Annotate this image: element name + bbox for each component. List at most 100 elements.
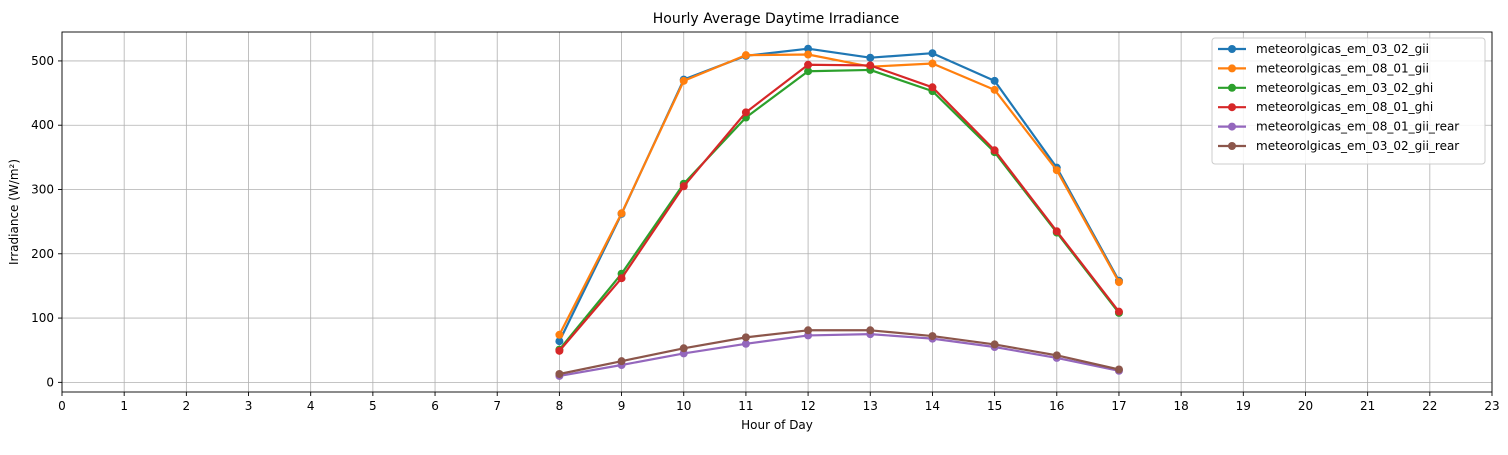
x-axis-title: Hour of Day [741, 418, 813, 432]
series-meteorolgicas_em_03_02_gii_rear [555, 326, 1123, 378]
y-tick-label: 400 [31, 118, 54, 132]
x-tick-label: 18 [1173, 399, 1188, 413]
data-point [804, 50, 813, 59]
legend-box [1211, 37, 1486, 165]
data-point [741, 339, 750, 348]
data-point [1052, 227, 1061, 236]
data-point [990, 340, 999, 349]
legend-label: meteorolgicas_em_08_01_gii_rear [1256, 120, 1459, 134]
data-point [1114, 365, 1123, 374]
x-tick-label: 11 [738, 399, 753, 413]
legend-label: meteorolgicas_em_08_01_gii [1256, 61, 1429, 75]
data-point [1052, 166, 1061, 175]
x-tick-label: 12 [800, 399, 815, 413]
legend-item: meteorolgicas_em_03_02_ghi [1218, 81, 1433, 95]
x-axis-ticks: 0 1 2 3 4 5 6 7 8 9 10 11 12 13 14 15 16 17 18 19 20 21 22 23 [58, 392, 1500, 413]
y-tick-label: 0 [46, 375, 54, 389]
y-axis-ticks: 0 100 200 300 400 500 [31, 54, 62, 389]
x-tick-label: 2 [183, 399, 191, 413]
data-point [866, 326, 875, 335]
y-axis-title: Irradiance (W/m²) [7, 159, 21, 265]
x-tick-label: 8 [556, 399, 564, 413]
data-point [555, 337, 564, 346]
x-tick-label: 13 [863, 399, 878, 413]
data-point [990, 146, 999, 155]
data-point [804, 60, 813, 69]
series-line [558, 68, 1120, 351]
series-line [558, 53, 1120, 336]
legend-swatch-marker [1228, 142, 1236, 150]
series-line [558, 47, 1120, 342]
series-layer [555, 44, 1123, 380]
x-tick-label: 17 [1111, 399, 1126, 413]
data-point [804, 326, 813, 335]
x-tick-label: 6 [431, 399, 439, 413]
legend: meteorolgicas_em_03_02_gii meteorolgicas_… [1211, 37, 1486, 165]
series-line [558, 63, 1120, 352]
x-tick-label: 7 [493, 399, 501, 413]
series-meteorolgicas_em_03_02_ghi [555, 65, 1123, 354]
data-point [617, 209, 626, 218]
data-point [555, 370, 564, 378]
x-tick-label: 3 [245, 399, 253, 413]
series-meteorolgicas_em_03_02_gii [555, 44, 1123, 346]
data-point [555, 346, 564, 355]
data-point [617, 274, 626, 283]
data-point [741, 108, 750, 117]
series-line [559, 333, 1120, 378]
x-tick-label: 20 [1298, 399, 1313, 413]
x-tick-label: 21 [1360, 399, 1375, 413]
legend-swatch-marker [1228, 103, 1236, 112]
series-meteorolgicas_em_08_01_gii_rear [555, 330, 1123, 380]
y-tick-label: 100 [31, 311, 54, 325]
series-meteorolgicas_em_08_01_ghi [555, 60, 1123, 355]
series-meteorolgicas_em_08_01_gii [555, 50, 1123, 339]
data-point [741, 51, 750, 60]
legend-label: meteorolgicas_em_08_01_ghi [1256, 100, 1433, 114]
plot-frame [61, 31, 1493, 393]
data-point [1052, 351, 1061, 360]
data-point [679, 182, 688, 191]
legend-item: meteorolgicas_em_03_02_gii [1218, 42, 1429, 56]
data-point [617, 357, 626, 366]
legend-item: meteorolgicas_em_08_01_ghi [1218, 100, 1433, 114]
data-point [866, 53, 875, 62]
data-point [990, 85, 999, 94]
x-tick-label: 5 [369, 399, 377, 413]
y-tick-label: 200 [31, 247, 54, 261]
legend-item: meteorolgicas_em_08_01_gii [1218, 61, 1429, 75]
data-point [928, 49, 937, 58]
data-point [679, 344, 688, 353]
x-tick-label: 9 [618, 399, 626, 413]
data-point [804, 44, 813, 53]
x-tick-label: 23 [1484, 399, 1499, 413]
legend-swatch-marker [1228, 64, 1236, 73]
legend-label: meteorolgicas_em_03_02_ghi [1256, 81, 1433, 95]
x-tick-label: 0 [58, 399, 66, 413]
data-point [928, 83, 937, 92]
x-tick-label: 4 [307, 399, 315, 413]
x-tick-label: 19 [1236, 399, 1251, 413]
series-line [559, 329, 1120, 376]
data-point [928, 59, 937, 68]
y-tick-label: 500 [31, 54, 54, 68]
legend-label: meteorolgicas_em_03_02_gii_rear [1256, 139, 1459, 153]
data-point [679, 76, 688, 85]
data-point [928, 332, 937, 341]
x-tick-label: 14 [925, 399, 940, 413]
y-tick-label: 300 [31, 183, 54, 197]
legend-item: meteorolgicas_em_03_02_gii_rear [1218, 139, 1459, 153]
x-tick-label: 10 [676, 399, 691, 413]
data-point [555, 330, 564, 339]
legend-swatch-marker [1228, 83, 1236, 92]
data-point [804, 67, 813, 76]
data-point [741, 333, 750, 342]
x-tick-label: 22 [1422, 399, 1437, 413]
x-tick-label: 1 [120, 399, 128, 413]
x-tick-label: 16 [1049, 399, 1064, 413]
data-point [1114, 278, 1123, 287]
x-tick-label: 15 [987, 399, 1002, 413]
chart-title: Hourly Average Daytime Irradiance [653, 11, 900, 27]
